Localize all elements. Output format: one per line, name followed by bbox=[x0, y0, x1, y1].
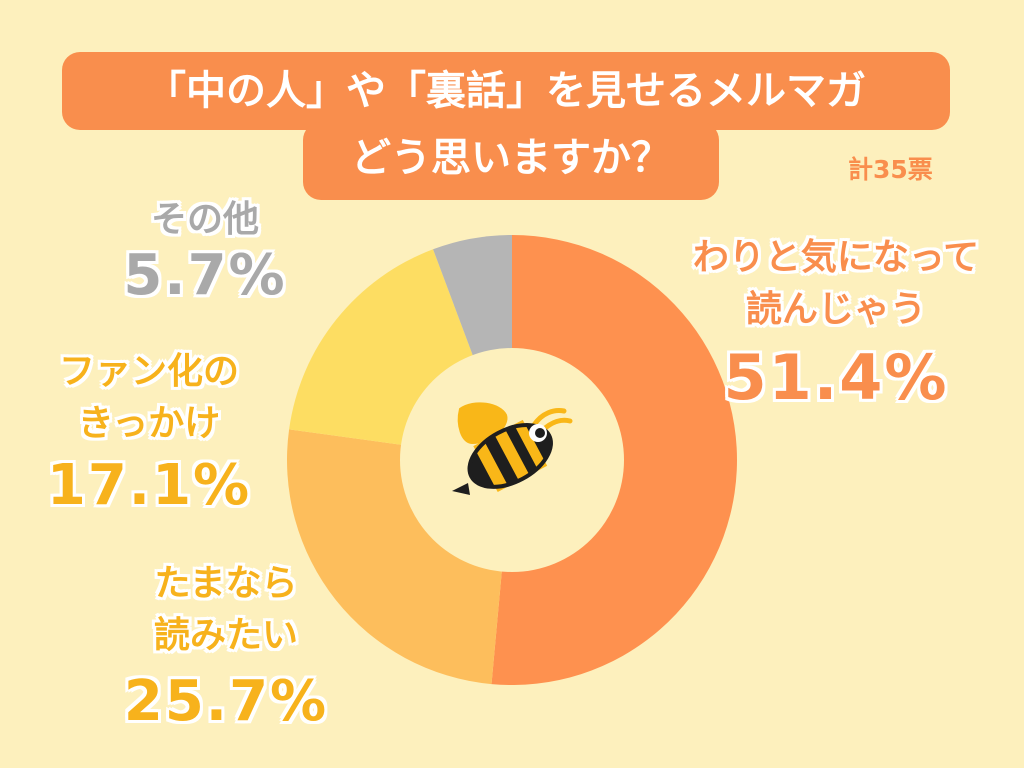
slice-name-1-line2: 読みたい bbox=[153, 615, 298, 656]
title-line-2: どう思いますか？ bbox=[303, 122, 719, 200]
slice-label-1: たまなら 読みたい 25.7% bbox=[118, 558, 334, 732]
slice-pct-3: 5.7% bbox=[123, 243, 287, 308]
slice-name-0-line2: 読んじゃう bbox=[745, 289, 926, 330]
bee-icon bbox=[452, 402, 573, 495]
slice-pct-2: 17.1% bbox=[46, 453, 252, 518]
slice-label-0: わりと気になって 読んじゃう 51.4% bbox=[676, 232, 996, 414]
slice-pct-0: 51.4% bbox=[723, 341, 949, 414]
slice-name-2-line1: ファン化の bbox=[58, 351, 239, 392]
total-votes: 計35票 bbox=[848, 155, 933, 184]
slice-label-3: その他 5.7% bbox=[120, 194, 290, 306]
slice-name-2-line2: きっかけ bbox=[77, 403, 221, 444]
slice-name-0-line1: わりと気になって bbox=[692, 237, 980, 278]
slice-name-3-line1: その他 bbox=[150, 199, 259, 240]
title-line-1: 「中の人」や「裏話」を見せるメルマガ bbox=[62, 52, 950, 130]
slice-name-1-line1: たまなら bbox=[154, 563, 298, 604]
slice-label-2: ファン化の きっかけ 17.1% bbox=[34, 346, 264, 516]
slice-pct-1: 25.7% bbox=[123, 669, 329, 734]
